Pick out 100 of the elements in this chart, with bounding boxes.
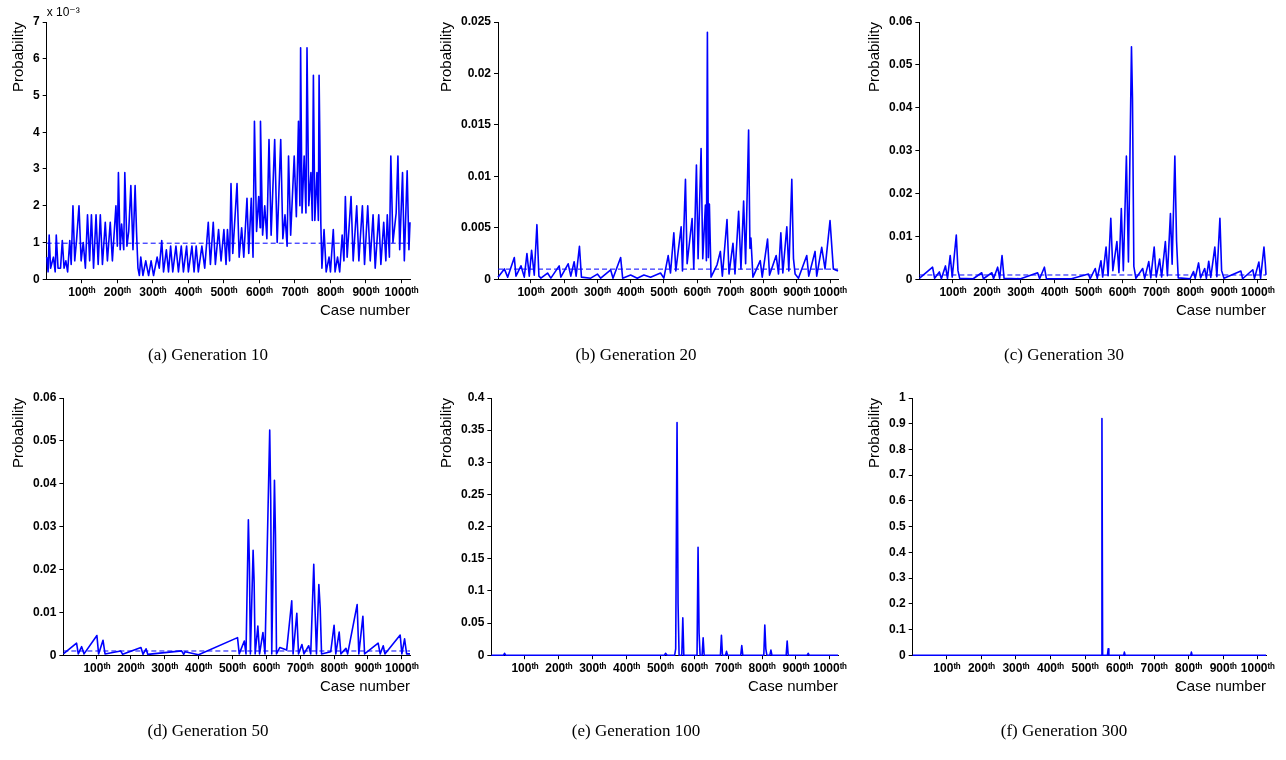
x-tick-label: 100ᵗʰ [68,284,96,299]
x-tick-label: 300ᵗʰ [139,284,167,299]
y-tick-label: 0.015 [461,117,492,132]
text: (e) Generation 100 [571,721,701,741]
x-tick-label: 100ᵗʰ [939,284,967,299]
y-tick-label: 0 [32,271,40,286]
y-tick-label: 4 [32,124,40,139]
x-tick-label: 100ᵗʰ [511,660,539,675]
x-axis-title: Case number [319,676,410,694]
x-tick-label: 200ᵗʰ [545,660,573,675]
y-tick-label: 0.2 [888,596,906,611]
x-tick-label: 600ᵗʰ [252,660,281,675]
x-tick-label: 500ᵗʰ [210,284,238,299]
text: (f) Generation 300 [1000,721,1128,741]
x-tick-label: 200ᵗʰ [103,284,132,299]
y-tick-label: 0.3 [467,454,485,469]
y-tick-label: 0.7 [888,467,906,482]
y-tick-label: 3 [32,161,40,176]
y-axis-title: Probability [865,21,883,93]
x-tick-label: 900ᵗʰ [1210,284,1239,299]
x-tick-label: 900ᵗʰ [1209,660,1238,675]
y-tick-label: 1 [32,234,40,249]
x-tick-label: 900ᵗʰ [782,660,811,675]
x-tick-label: 900ᵗʰ [354,660,383,675]
y-tick-label: 1 [898,390,906,405]
x-axis-title: Case number [319,300,410,318]
x-tick-label: 700ᵗʰ [1140,660,1169,675]
x-tick-label: 400ᵗʰ [174,284,203,299]
x-tick-label: 200ᵗʰ [967,660,996,675]
x-tick-label: 600ᵗʰ [683,284,712,299]
y-tick-label: 0 [898,647,906,662]
x-axis-title: Case number [1175,300,1266,318]
x-axis-title: Case number [1175,676,1266,694]
y-tick-label: 0 [905,271,913,286]
text: (a) Generation 10 [148,345,268,365]
x-tick-label: 300ᵗʰ [579,660,607,675]
x-tick-label: 1000ᵗʰ [385,660,420,675]
y-tick-label: 0.8 [888,441,906,456]
x-tick-label: 800ᵗʰ [316,284,345,299]
x-tick-label: 400ᵗʰ [613,660,641,675]
x-tick-label: 100ᵗʰ [517,284,546,299]
x-tick-label: 800ᵗʰ [1175,660,1203,675]
y-tick-label: 2 [32,198,40,213]
y-tick-label: 0.15 [461,551,485,566]
x-tick-label: 700ᵗʰ [714,660,743,675]
x-tick-label: 300ᵗʰ [151,660,179,675]
y-axis-title: Probability [865,397,883,469]
x-tick-label: 300ᵗʰ [1007,284,1035,299]
x-tick-label: 1000ᵗʰ [384,284,419,299]
x-tick-label: 500ᵗʰ [650,284,678,299]
text: (b) Generation 20 [575,345,697,365]
y-tick-label: 0.03 [33,518,57,533]
y-tick-label: 0.1 [888,621,906,636]
y-tick-label: 0.06 [33,390,57,405]
y-tick-label: 6 [32,51,40,66]
y-tick-label: 0.04 [33,476,57,491]
x-tick-label: 300ᵗʰ [583,284,612,299]
y-tick-label: 0.04 [889,100,913,115]
x-tick-label: 500ᵗʰ [646,660,675,675]
x-tick-label: 900ᵗʰ [783,284,811,299]
y-tick-label: 0.2 [467,518,485,533]
x-tick-label: 600ᵗʰ [680,660,709,675]
x-tick-label: 500ᵗʰ [218,660,247,675]
x-tick-label: 700ᵗʰ [1142,284,1171,299]
x-tick-label: 400ᵗʰ [617,284,645,299]
y-tick-label: 0.02 [33,561,57,576]
x-tick-label: 200ᵗʰ [550,284,579,299]
x-tick-label: 700ᵗʰ [716,284,745,299]
y-tick-label: 0.35 [461,422,485,437]
y-tick-label: 0.4 [467,390,485,405]
y-tick-label: 0.025 [461,14,492,29]
y-axis-title: Probability [437,397,455,469]
y-tick-label: 0 [49,647,57,662]
y-tick-label: 0.01 [33,604,57,619]
y-tick-label: 0.01 [889,228,913,243]
x-tick-label: 800ᵗʰ [320,660,349,675]
x-tick-label: 700ᵗʰ [281,284,310,299]
x-tick-label: 1000ᵗʰ [813,660,848,675]
x-tick-label: 300ᵗʰ [1002,660,1031,675]
y-tick-label: 0.5 [888,518,906,533]
y-tick-label: 0.06 [889,14,913,29]
y-tick-label: 0.6 [888,493,906,508]
y-tick-label: 0.05 [33,433,57,448]
x-tick-label: 800ᵗʰ [750,284,778,299]
x-tick-label: 800ᵗʰ [1176,284,1205,299]
x-tick-label: 400ᵗʰ [185,660,213,675]
x-tick-label: 600ᵗʰ [1106,660,1134,675]
x-tick-label: 100ᵗʰ [83,660,111,675]
y-tick-label: 0.1 [467,583,485,598]
x-tick-label: 500ᵗʰ [1074,284,1103,299]
y-tick-label: 0.9 [888,416,906,431]
text: (c) Generation 30 [1004,345,1124,365]
x-tick-label: 600ᵗʰ [1108,284,1137,299]
y-tick-label: 0 [484,271,492,286]
y-tick-label: 0.03 [889,142,913,157]
x-tick-label: 900ᵗʰ [352,284,381,299]
text: (d) Generation 50 [147,721,269,741]
x-tick-label: 200ᵗʰ [117,660,145,675]
y-tick-label: 0.02 [889,185,913,200]
y-tick-label: 0.4 [888,544,906,559]
